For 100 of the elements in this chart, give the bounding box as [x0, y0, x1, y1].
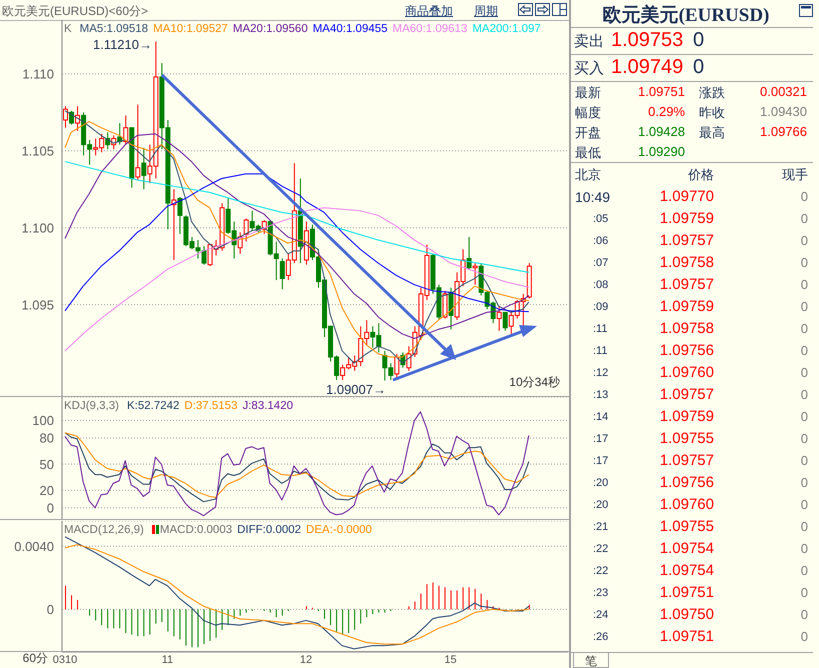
y-tick-label: 1.095 [21, 297, 54, 312]
text: 0 [800, 387, 808, 402]
text: 1.09766 [760, 124, 807, 139]
text: 笔 [573, 653, 609, 668]
text: MA40:1.09455 [312, 23, 388, 35]
legend-title: K [64, 23, 72, 35]
text: 1.09759 [660, 210, 714, 227]
text: :12 [593, 366, 608, 379]
x-tick-label: 15 [444, 654, 457, 666]
text: 1.09759 [660, 408, 714, 425]
y-tick-label: 1.100 [21, 220, 54, 236]
x-tick-label: 0310 [52, 654, 78, 666]
text: 1.09754 [660, 562, 714, 579]
text: 北京 [575, 166, 601, 184]
text: MA10:1.09527 [153, 23, 228, 35]
text: :05 [593, 212, 608, 225]
text: 最低 [575, 144, 601, 162]
text: MA5:1.09518 [80, 23, 148, 35]
text: 0 [800, 189, 808, 204]
text: DIFF:0.0002 [237, 524, 302, 536]
text: 0 [800, 607, 808, 622]
legend-label: MACD:0.0003 [158, 524, 232, 536]
text: 1.09290 [638, 144, 685, 159]
text: :22 [593, 542, 608, 555]
text: 0 [800, 211, 808, 226]
text: :11 [593, 322, 608, 335]
text: 1.09770 [660, 188, 714, 205]
text: :11 [593, 344, 608, 357]
x-tick-label: 12 [300, 654, 312, 666]
text: 0 [800, 431, 808, 446]
text: 0 [800, 277, 808, 292]
text: J:83.1420 [242, 400, 293, 412]
candlestick [141, 147, 146, 190]
y-tick-label: 0.0040 [14, 538, 54, 554]
text: 最新 [575, 84, 601, 102]
text: 买入 [574, 59, 604, 78]
text: MA200:1.097 [472, 23, 541, 35]
text: 0 [800, 453, 808, 468]
annotation: 1.09007→ [326, 382, 386, 397]
text: 1.09755 [660, 518, 714, 535]
text: :13 [593, 388, 608, 401]
text: :20 [593, 498, 608, 511]
text: :08 [593, 278, 608, 291]
text: 0 [800, 497, 808, 512]
text: 1.09758 [660, 254, 714, 271]
text: 0 [800, 255, 808, 270]
y-tick-label: 20 [40, 482, 54, 498]
y-tick-label: 0 [46, 602, 54, 617]
text: 开盘 [575, 124, 601, 142]
text: 10:49 [575, 189, 610, 205]
line-series [64, 173, 530, 312]
text: 1.09750 [660, 606, 714, 623]
text: 1.09760 [660, 496, 714, 513]
line-series [64, 411, 530, 516]
text: 0 [800, 365, 808, 380]
text: 0 [800, 343, 808, 358]
text: 0 [800, 409, 808, 424]
text: 1.09760 [660, 364, 714, 381]
text: 1.09756 [660, 342, 714, 359]
text: 1.09758 [660, 320, 714, 337]
text: :06 [593, 234, 608, 247]
text: 现手 [782, 166, 808, 184]
text: :17 [593, 454, 608, 467]
text: 1.09751 [660, 584, 714, 601]
text: K:52.7242 [126, 400, 180, 412]
text: :23 [593, 586, 608, 599]
text: 0 [800, 519, 808, 534]
text: 1.09430 [760, 104, 807, 119]
text: MA20:1.09560 [232, 23, 308, 35]
text: 0 [693, 56, 704, 79]
text: 1.09756 [660, 474, 714, 491]
text: 周期 [474, 3, 498, 20]
text: :26 [593, 630, 608, 643]
text: 0.29% [648, 104, 685, 119]
text: 0.00321 [760, 84, 807, 99]
x-axis-title: 60分 [22, 650, 48, 667]
y-tick-label: 100 [32, 413, 54, 428]
x-tick-label: 11 [162, 654, 174, 666]
y-tick-label: 1.110 [22, 66, 54, 82]
legend-title: KDJ(9,3,3) [64, 400, 119, 412]
text: 1.09751 [638, 84, 685, 99]
text: 1.09757 [660, 386, 714, 403]
text: 1.09757 [660, 276, 714, 293]
text: 1.09753 [611, 29, 684, 52]
text: 1.09749 [611, 56, 684, 79]
text: :07 [593, 256, 608, 269]
annotation: 10分34秒 [509, 374, 560, 391]
text: 昨收 [699, 104, 725, 122]
chart-title: 欧元美元(EURUSD)<60分> [2, 3, 148, 20]
text: 0 [800, 299, 808, 314]
text: :22 [593, 564, 608, 577]
y-tick-label: 50 [40, 456, 54, 472]
text: 0 [800, 563, 808, 578]
text: :17 [593, 432, 608, 445]
text: 价格 [688, 166, 714, 184]
text: 0 [800, 629, 808, 644]
text: 1.09751 [660, 628, 714, 645]
text: 1.09428 [638, 124, 685, 139]
text: 1.09759 [660, 298, 714, 315]
y-tick-label: 1.105 [21, 143, 54, 158]
